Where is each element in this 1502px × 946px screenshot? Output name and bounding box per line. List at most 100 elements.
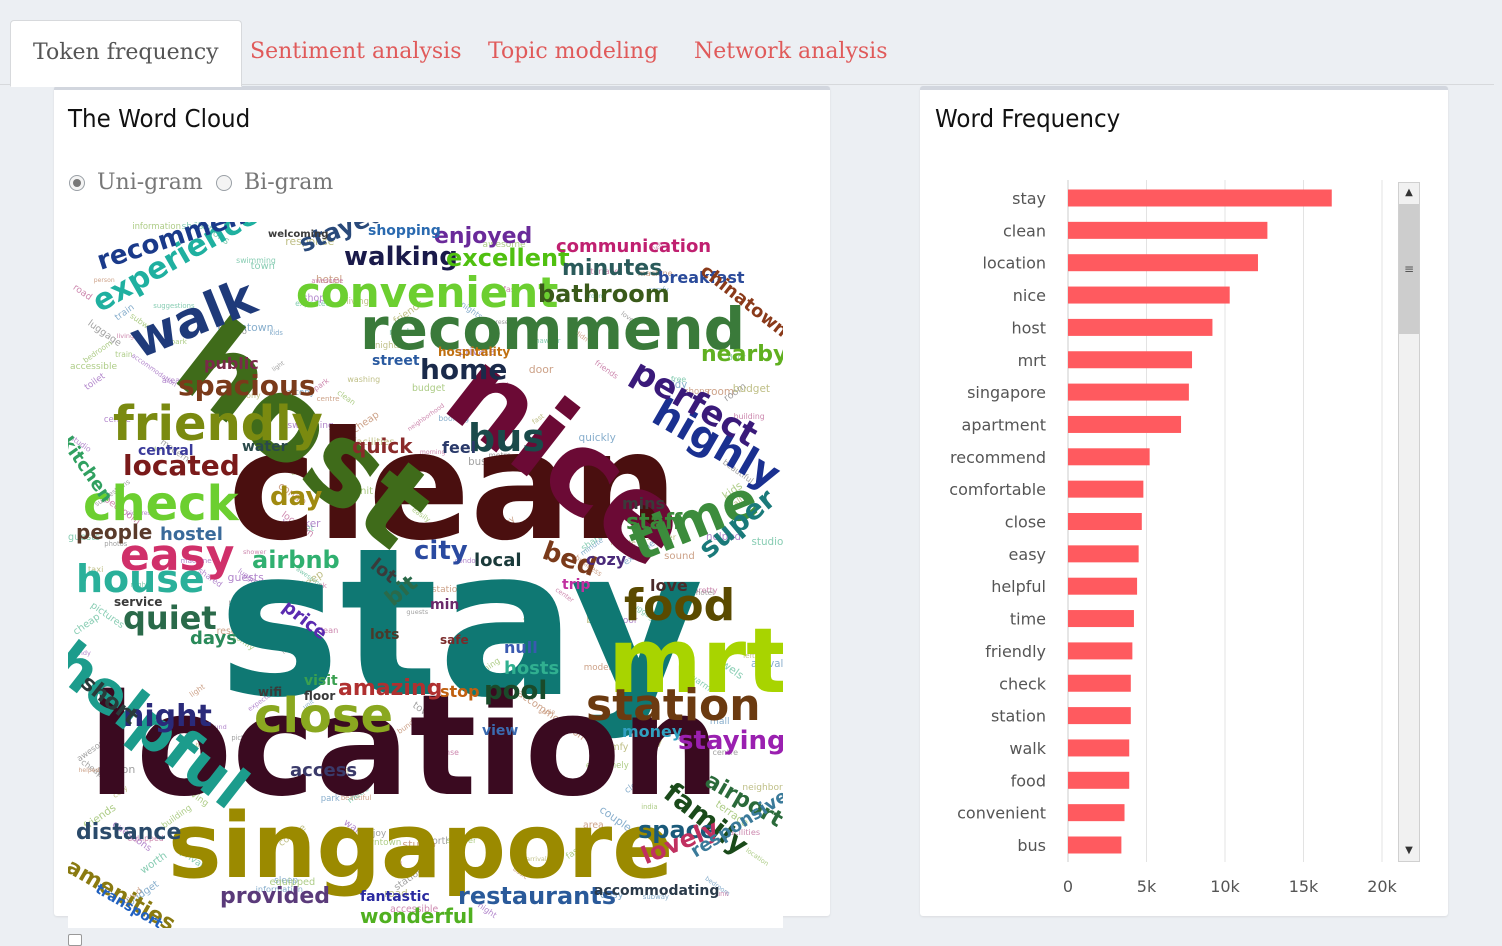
word-cloud-filler-word: taxi bbox=[385, 861, 403, 873]
word-cloud-filler-word: unit bbox=[715, 890, 729, 899]
word-cloud-filler-word: shops bbox=[302, 293, 331, 305]
frequency-bar bbox=[1068, 771, 1130, 789]
word-cloud-filler-word: unit bbox=[353, 485, 374, 497]
word-cloud-word: clean bbox=[228, 400, 679, 574]
tab-topic-modeling[interactable]: Topic modeling bbox=[488, 39, 659, 64]
word-cloud-word: walking bbox=[344, 242, 458, 272]
word-cloud-filler-word: bedroom bbox=[80, 338, 114, 365]
word-cloud-word: cozy bbox=[586, 550, 627, 569]
word-cloud-word: recommend bbox=[360, 295, 746, 363]
word-cloud-filler-word: orchard bbox=[482, 524, 513, 534]
word-cloud-filler-word: awesome bbox=[482, 240, 526, 251]
category-label: time bbox=[1010, 610, 1046, 629]
word-cloud-word: space bbox=[638, 816, 717, 844]
word-cloud-filler-word: location bbox=[743, 846, 770, 868]
frequency-bar bbox=[1068, 254, 1258, 272]
word-cloud-filler-word: subway bbox=[642, 893, 669, 902]
word-cloud-filler-word: living bbox=[346, 296, 369, 307]
bigram-radio[interactable] bbox=[216, 174, 232, 191]
word-cloud-word: mins bbox=[622, 494, 666, 513]
word-cloud-filler-word: expected bbox=[295, 298, 331, 308]
word-cloud-filler-word: centre bbox=[103, 413, 131, 424]
word-cloud-word: convenient bbox=[296, 268, 559, 317]
tab-divider bbox=[0, 84, 1494, 85]
word-cloud-word: day bbox=[270, 482, 323, 512]
word-cloud-filler-word: towels bbox=[155, 723, 189, 736]
word-cloud-filler-word: person bbox=[93, 277, 115, 285]
frequency-bar bbox=[1068, 318, 1213, 336]
word-cloud-filler-word: stations bbox=[431, 584, 468, 595]
word-cloud-word: nearby bbox=[701, 342, 783, 367]
word-cloud-filler-word: response bbox=[423, 747, 459, 757]
word-cloud-filler-word: neighborhood bbox=[742, 782, 783, 793]
word-cloud-word: safe bbox=[440, 633, 469, 647]
tab-sentiment-analysis[interactable]: Sentiment analysis bbox=[250, 39, 462, 64]
word-cloud-filler-word: town bbox=[250, 260, 275, 272]
small-checkbox[interactable] bbox=[68, 934, 82, 946]
word-cloud-filler-word: park bbox=[320, 793, 340, 804]
word-cloud-word: quick bbox=[352, 434, 413, 458]
word-cloud-filler-word: couple bbox=[629, 846, 663, 858]
word-cloud-filler-word: shower bbox=[446, 834, 477, 845]
frequency-bar bbox=[1068, 804, 1125, 822]
scroll-up-button[interactable]: ▲ bbox=[1399, 183, 1419, 203]
word-cloud-filler-word: train bbox=[115, 349, 133, 359]
word-cloud-filler-word: mall bbox=[709, 715, 730, 727]
chart-scrollbar[interactable]: ▲ ≡ ▼ bbox=[1398, 182, 1420, 862]
word-cloud-filler-word: hotel bbox=[315, 274, 343, 287]
word-cloud-word: bus bbox=[468, 416, 545, 460]
tab-network-analysis[interactable]: Network analysis bbox=[694, 39, 888, 64]
word-cloud-word: min bbox=[430, 597, 460, 613]
word-cloud-word: excellent bbox=[446, 244, 570, 272]
word-cloud-word: quiet bbox=[123, 599, 217, 637]
word-cloud-word: night bbox=[123, 699, 212, 734]
unigram-radio[interactable] bbox=[69, 174, 85, 191]
word-cloud-filler-word: india bbox=[391, 525, 411, 535]
frequency-bar bbox=[1068, 383, 1189, 401]
category-label: friendly bbox=[985, 642, 1046, 661]
word-cloud-filler-word: business bbox=[468, 455, 513, 468]
word-cloud-filler-word: awesome bbox=[311, 277, 344, 286]
word-cloud-word: accommodating bbox=[594, 883, 720, 899]
word-cloud-word: city bbox=[414, 536, 468, 566]
word-cloud-filler-word: condo bbox=[221, 326, 247, 337]
word-cloud-filler-word: hotel bbox=[695, 587, 715, 597]
word-cloud-filler-word: beautiful bbox=[340, 793, 372, 802]
word-cloud-filler-word: booking bbox=[195, 741, 220, 749]
word-cloud-filler-word: area bbox=[161, 375, 181, 386]
word-cloud-filler-word: centre bbox=[316, 393, 340, 403]
word-cloud-filler-word: kids bbox=[269, 328, 283, 337]
category-label: food bbox=[1011, 771, 1046, 790]
word-cloud-filler-word: pretty bbox=[693, 585, 718, 596]
unigram-label: Uni-gram bbox=[97, 170, 203, 195]
word-cloud-filler-word: enjoy bbox=[361, 828, 387, 839]
word-cloud-filler-word: toilet bbox=[292, 523, 314, 534]
x-tick-label: 20k bbox=[1367, 877, 1397, 896]
word-cloud-filler-word: book bbox=[309, 580, 327, 590]
word-cloud-filler-word: guests bbox=[406, 607, 429, 616]
word-cloud-word: amazing bbox=[338, 676, 443, 701]
word-cloud-filler-word: cosy bbox=[599, 889, 624, 902]
word-cloud-filler-word: studio bbox=[751, 535, 783, 548]
unigram-option[interactable]: Uni-gram bbox=[69, 170, 203, 195]
word-cloud-word: trip bbox=[562, 577, 591, 593]
word-cloud-word: restaurants bbox=[458, 882, 617, 910]
word-cloud-word: fantastic bbox=[360, 889, 430, 905]
word-cloud-filler-word: taxi bbox=[87, 563, 104, 574]
word-cloud-word: floor bbox=[304, 689, 336, 703]
word-cloud-filler-word: don bbox=[396, 673, 414, 684]
scroll-down-button[interactable]: ▼ bbox=[1399, 841, 1419, 861]
word-cloud-filler-word: building bbox=[733, 411, 765, 421]
word-cloud-filler-word: minute bbox=[610, 537, 636, 547]
word-cloud-filler-word: information bbox=[255, 883, 303, 894]
scroll-thumb[interactable]: ≡ bbox=[1399, 204, 1419, 334]
word-cloud-filler-word: reservation bbox=[495, 319, 531, 327]
word-cloud-filler-word: didn bbox=[676, 719, 691, 727]
word-cloud-word: mrt bbox=[608, 609, 783, 714]
word-cloud-word: wonderful bbox=[360, 904, 474, 928]
bigram-option[interactable]: Bi-gram bbox=[216, 170, 333, 195]
tab-token-frequency[interactable]: Token frequency bbox=[10, 20, 242, 87]
word-cloud-filler-word: road bbox=[384, 888, 408, 901]
word-cloud-word: welcoming bbox=[268, 229, 329, 240]
category-label: host bbox=[1011, 318, 1046, 337]
